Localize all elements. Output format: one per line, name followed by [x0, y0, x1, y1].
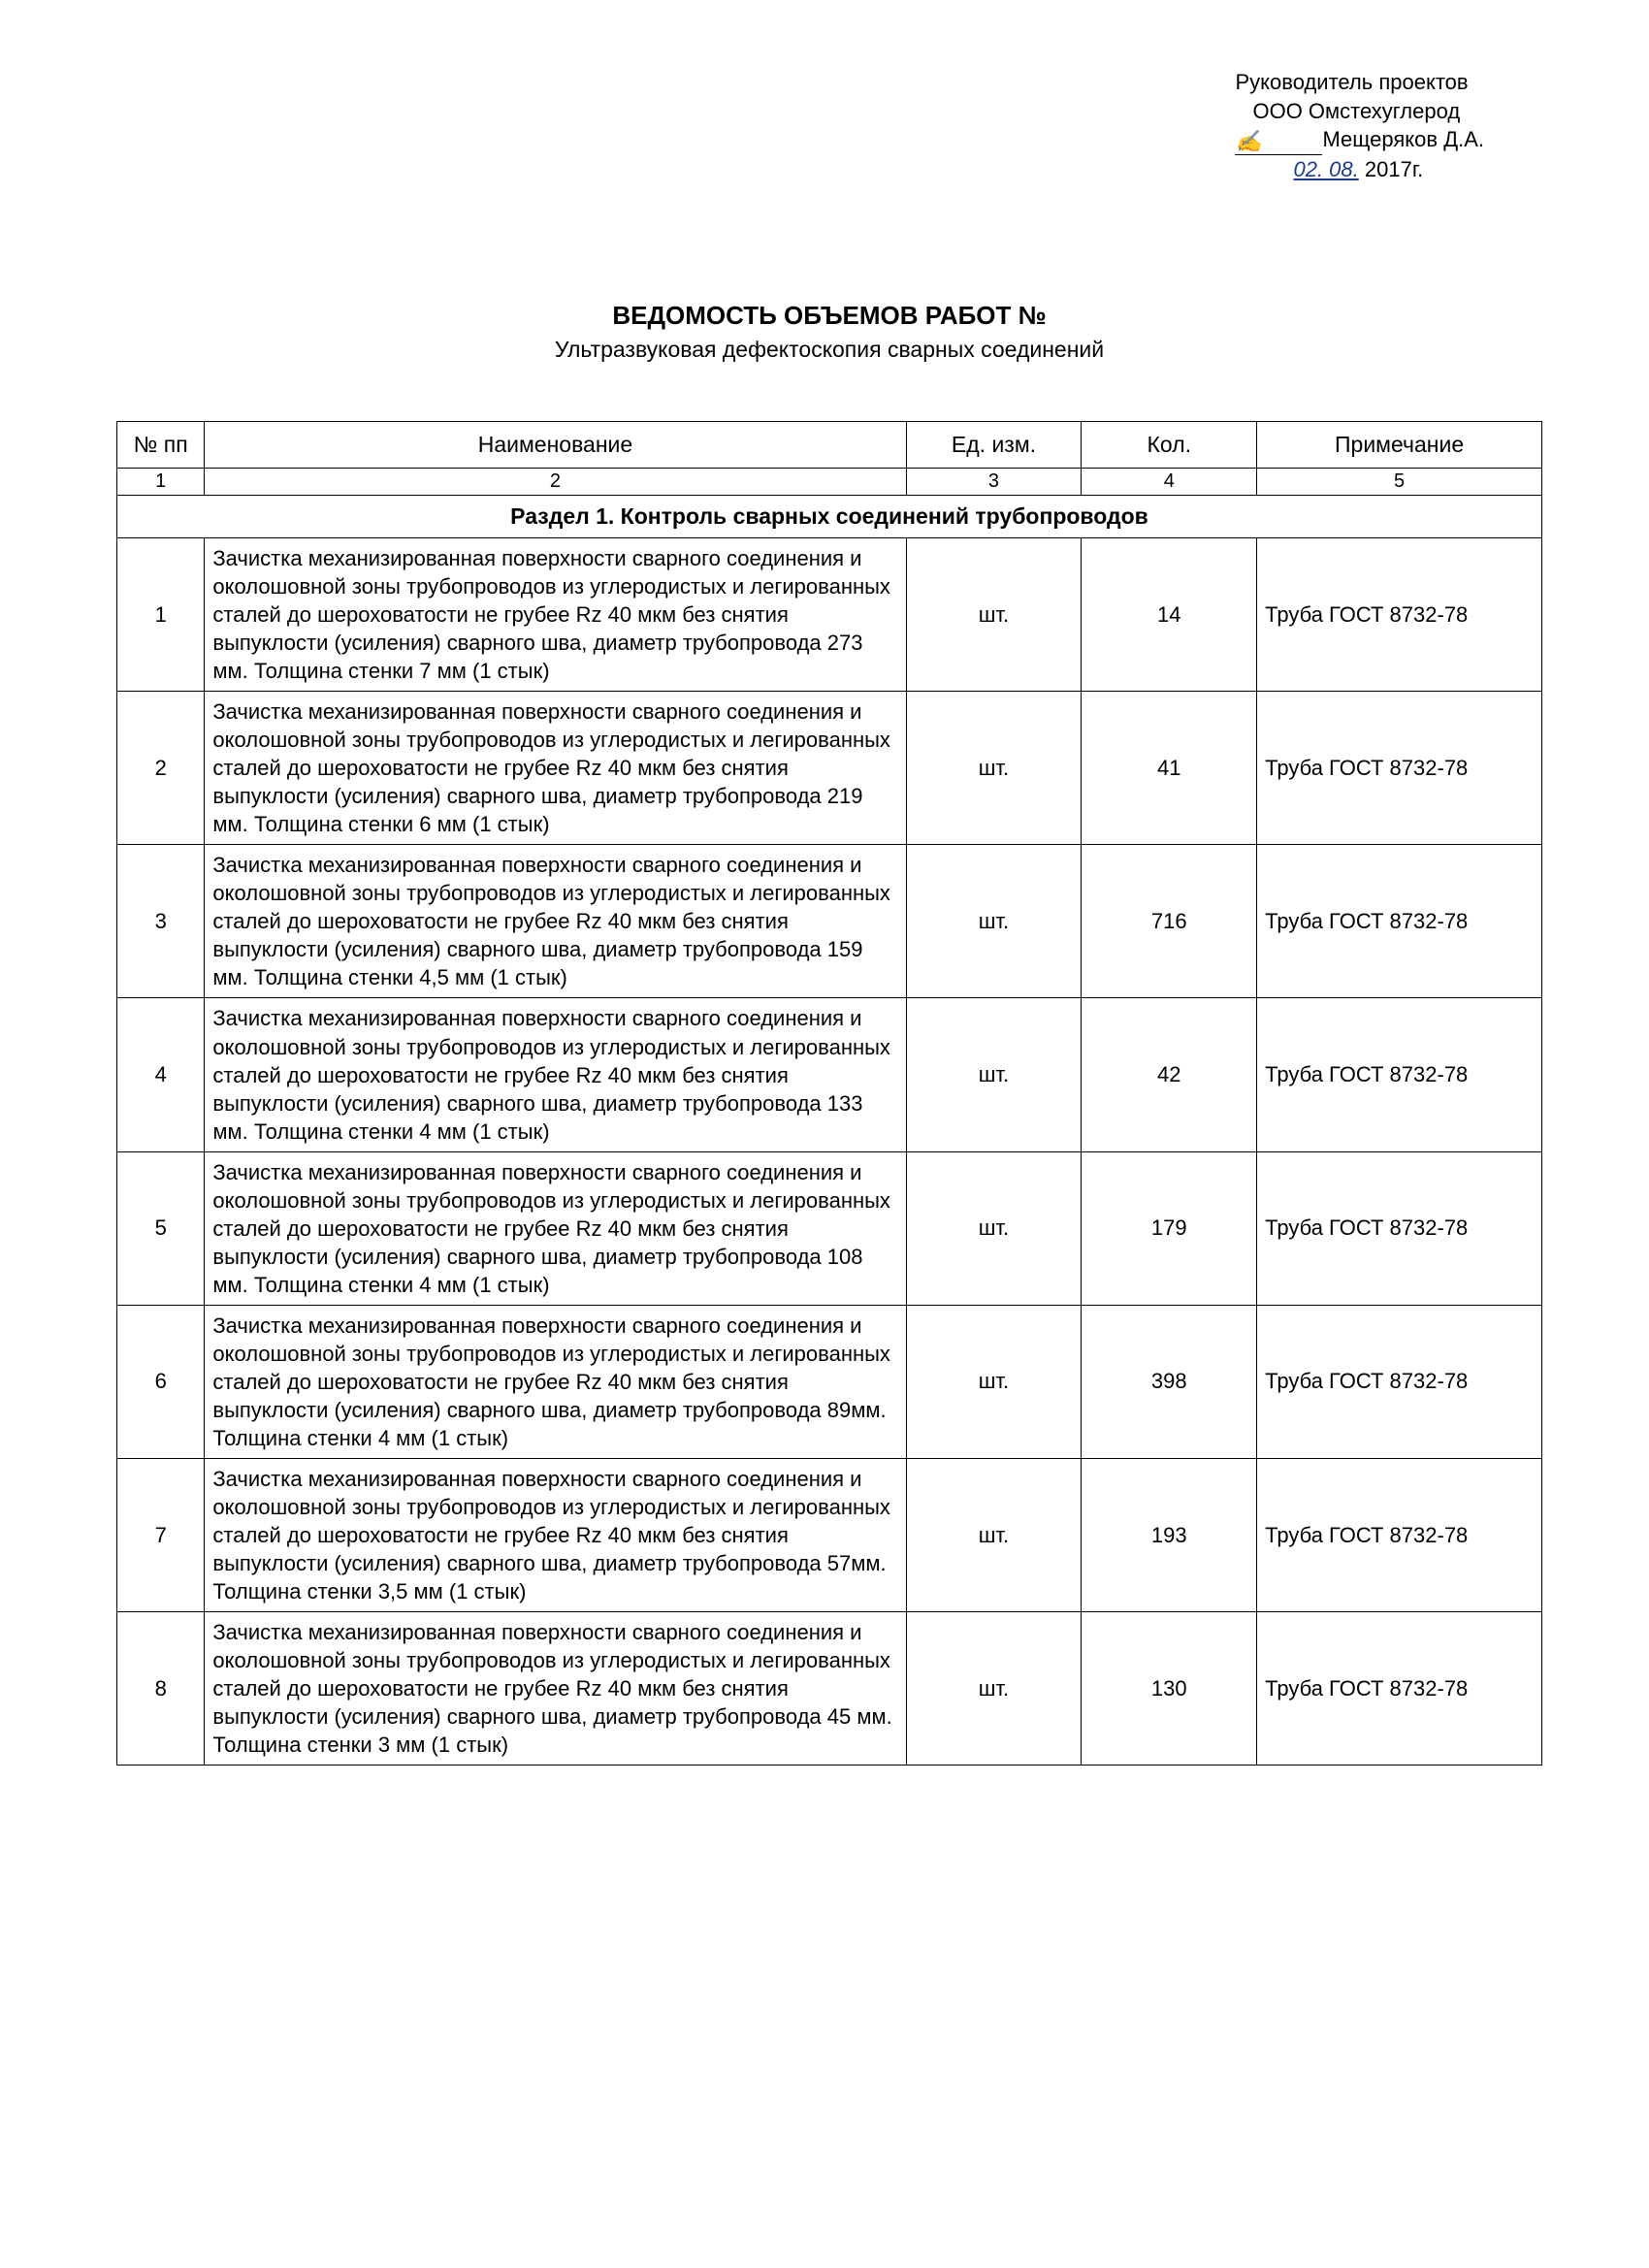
col-header-name: Наименование: [205, 422, 906, 469]
cell-note: Труба ГОСТ 8732-78: [1257, 1612, 1542, 1766]
colnum-3: 3: [906, 469, 1082, 496]
cell-qty: 716: [1082, 845, 1257, 998]
approval-org: ООО Омстехуглерод: [1235, 97, 1484, 126]
cell-qty: 193: [1082, 1458, 1257, 1611]
cell-num: 5: [117, 1151, 205, 1305]
cell-name: Зачистка механизированная поверхности св…: [205, 1458, 906, 1611]
signature-mark: ✍: [1235, 129, 1261, 153]
cell-unit: шт.: [906, 845, 1082, 998]
table-header-row: № пп Наименование Ед. изм. Кол. Примечан…: [117, 422, 1542, 469]
colnum-5: 5: [1257, 469, 1542, 496]
cell-note: Труба ГОСТ 8732-78: [1257, 998, 1542, 1151]
cell-unit: шт.: [906, 1458, 1082, 1611]
cell-qty: 130: [1082, 1612, 1257, 1766]
table-row: 3Зачистка механизированная поверхности с…: [117, 845, 1542, 998]
cell-name: Зачистка механизированная поверхности св…: [205, 998, 906, 1151]
colnum-4: 4: [1082, 469, 1257, 496]
section-title: Раздел 1. Контроль сварных соединений тр…: [117, 496, 1542, 538]
cell-name: Зачистка механизированная поверхности св…: [205, 692, 906, 845]
cell-num: 3: [117, 845, 205, 998]
table-colnum-row: 1 2 3 4 5: [117, 469, 1542, 496]
table-row: 4Зачистка механизированная поверхности с…: [117, 998, 1542, 1151]
cell-qty: 41: [1082, 692, 1257, 845]
table-row: 7Зачистка механизированная поверхности с…: [117, 1458, 1542, 1611]
cell-num: 4: [117, 998, 205, 1151]
table-body: 1Зачистка механизированная поверхности с…: [117, 538, 1542, 1766]
table-row: 6Зачистка механизированная поверхности с…: [117, 1305, 1542, 1458]
cell-name: Зачистка механизированная поверхности св…: [205, 1305, 906, 1458]
cell-qty: 179: [1082, 1151, 1257, 1305]
approval-role: Руководитель проектов: [1235, 68, 1484, 97]
cell-name: Зачистка механизированная поверхности св…: [205, 538, 906, 692]
cell-note: Труба ГОСТ 8732-78: [1257, 1305, 1542, 1458]
table-row: 2Зачистка механизированная поверхности с…: [117, 692, 1542, 845]
section-row: Раздел 1. Контроль сварных соединений тр…: [117, 496, 1542, 538]
table-row: 5Зачистка механизированная поверхности с…: [117, 1151, 1542, 1305]
cell-num: 2: [117, 692, 205, 845]
cell-note: Труба ГОСТ 8732-78: [1257, 1458, 1542, 1611]
cell-unit: шт.: [906, 692, 1082, 845]
cell-unit: шт.: [906, 1612, 1082, 1766]
cell-qty: 398: [1082, 1305, 1257, 1458]
colnum-2: 2: [205, 469, 906, 496]
approval-name: Мещеряков Д.А.: [1322, 127, 1484, 151]
colnum-1: 1: [117, 469, 205, 496]
approval-signer: ✍ Мещеряков Д.А.: [1235, 125, 1484, 155]
document-subtitle: Ультразвуковая дефектоскопия сварных сое…: [116, 337, 1542, 363]
col-header-note: Примечание: [1257, 422, 1542, 469]
cell-name: Зачистка механизированная поверхности св…: [205, 1151, 906, 1305]
table-row: 1Зачистка механизированная поверхности с…: [117, 538, 1542, 692]
cell-name: Зачистка механизированная поверхности св…: [205, 1612, 906, 1766]
cell-note: Труба ГОСТ 8732-78: [1257, 692, 1542, 845]
col-header-num: № пп: [117, 422, 205, 469]
approval-date: 02. 08. 2017г.: [1235, 155, 1484, 184]
table-row: 8Зачистка механизированная поверхности с…: [117, 1612, 1542, 1766]
cell-unit: шт.: [906, 1305, 1082, 1458]
works-table: № пп Наименование Ед. изм. Кол. Примечан…: [116, 421, 1542, 1766]
cell-qty: 14: [1082, 538, 1257, 692]
cell-qty: 42: [1082, 998, 1257, 1151]
cell-num: 8: [117, 1612, 205, 1766]
cell-num: 6: [117, 1305, 205, 1458]
approval-date-hand: 02. 08.: [1293, 157, 1358, 181]
cell-num: 1: [117, 538, 205, 692]
cell-name: Зачистка механизированная поверхности св…: [205, 845, 906, 998]
approval-block: Руководитель проектов ООО Омстехуглерод …: [1235, 68, 1484, 184]
cell-note: Труба ГОСТ 8732-78: [1257, 1151, 1542, 1305]
col-header-unit: Ед. изм.: [906, 422, 1082, 469]
cell-unit: шт.: [906, 1151, 1082, 1305]
cell-unit: шт.: [906, 998, 1082, 1151]
col-header-qty: Кол.: [1082, 422, 1257, 469]
cell-note: Труба ГОСТ 8732-78: [1257, 845, 1542, 998]
cell-num: 7: [117, 1458, 205, 1611]
cell-unit: шт.: [906, 538, 1082, 692]
approval-date-year: 2017г.: [1365, 157, 1423, 181]
document-title: ВЕДОМОСТЬ ОБЪЕМОВ РАБОТ №: [116, 301, 1542, 331]
title-block: ВЕДОМОСТЬ ОБЪЕМОВ РАБОТ № Ультразвуковая…: [116, 301, 1542, 363]
cell-note: Труба ГОСТ 8732-78: [1257, 538, 1542, 692]
